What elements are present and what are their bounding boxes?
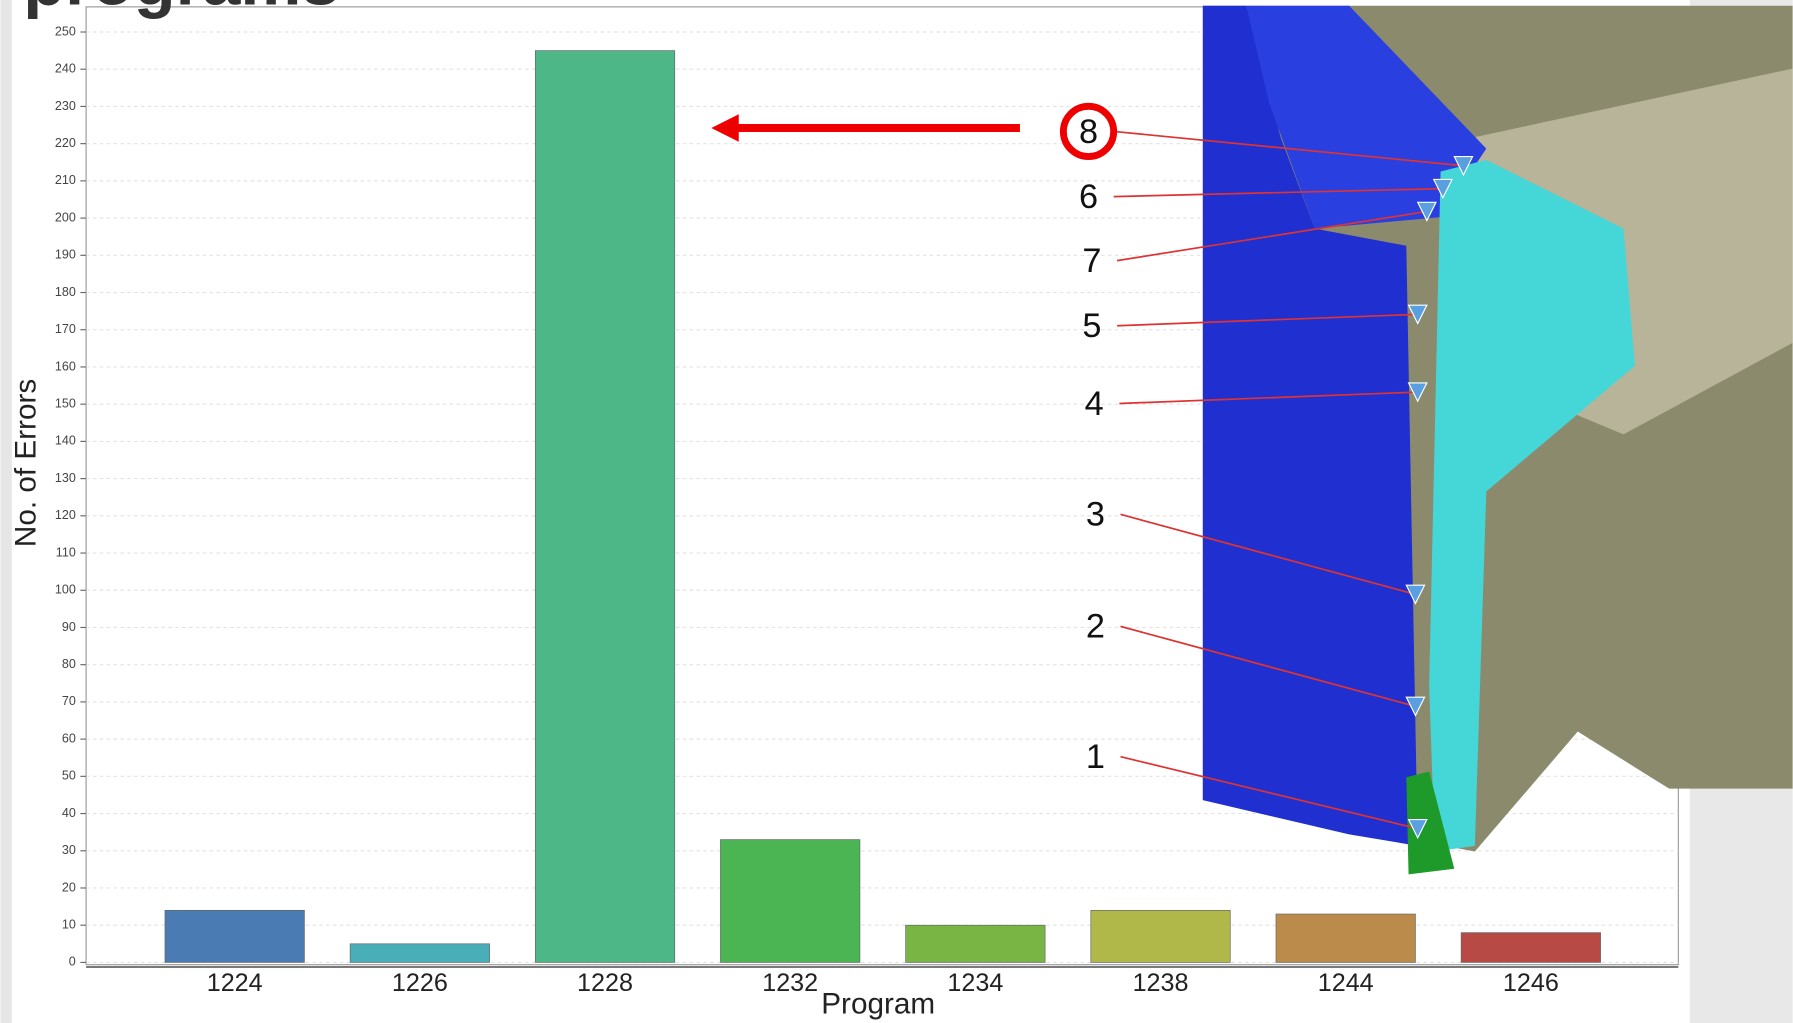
y-tick-label: 100 bbox=[55, 583, 76, 597]
y-tick-label: 40 bbox=[62, 806, 76, 820]
y-tick-label: 220 bbox=[55, 136, 76, 150]
y-tick-label: 130 bbox=[55, 471, 76, 485]
y-tick-label: 170 bbox=[55, 322, 76, 336]
y-tick-label: 60 bbox=[62, 731, 76, 745]
x-tick-label: 1232 bbox=[762, 969, 818, 997]
y-tick-label: 110 bbox=[56, 545, 76, 559]
x-tick-label: 1246 bbox=[1503, 969, 1559, 997]
y-tick-label: 30 bbox=[62, 843, 76, 857]
x-axis-label: Program bbox=[821, 988, 935, 1021]
annotation-label: 3 bbox=[1086, 496, 1105, 534]
bar bbox=[720, 840, 859, 963]
x-tick-label: 1226 bbox=[392, 969, 448, 997]
y-tick-label: 150 bbox=[55, 396, 76, 410]
y-tick-label: 10 bbox=[62, 918, 76, 932]
annotation-label: 1 bbox=[1086, 738, 1105, 776]
x-tick-label: 1228 bbox=[577, 969, 633, 997]
y-tick-label: 190 bbox=[55, 248, 76, 262]
y-tick-label: 230 bbox=[55, 99, 76, 113]
y-tick-label: 140 bbox=[55, 434, 76, 448]
annotation-label: 7 bbox=[1082, 242, 1101, 280]
bar bbox=[1276, 914, 1415, 962]
y-tick-label: 210 bbox=[55, 173, 76, 187]
bar bbox=[535, 51, 674, 963]
annotation-label: 5 bbox=[1082, 307, 1101, 345]
bar bbox=[165, 910, 304, 962]
x-tick-label: 1234 bbox=[947, 969, 1003, 997]
y-tick-label: 240 bbox=[55, 62, 76, 76]
y-tick-label: 80 bbox=[62, 657, 76, 671]
y-axis-label: No. of Errors bbox=[10, 379, 43, 547]
y-tick-label: 180 bbox=[55, 285, 76, 299]
bar bbox=[906, 925, 1045, 962]
chart: programs No. of Errors Program 0 10 20 30 40… bbox=[0, 0, 1793, 1023]
annotation-label: 4 bbox=[1085, 385, 1104, 423]
car-image bbox=[1203, 6, 1793, 875]
y-tick-label: 90 bbox=[62, 620, 76, 634]
y-tick-label: 70 bbox=[62, 694, 76, 708]
bar bbox=[1461, 933, 1600, 963]
chart-title: programs bbox=[23, 0, 339, 19]
page: {"chart_data": {"type": "bar", "title": … bbox=[0, 0, 1793, 1023]
y-tick-label: 50 bbox=[62, 769, 76, 783]
annotation-label: 8 bbox=[1079, 113, 1098, 151]
annotation-label: 2 bbox=[1086, 608, 1105, 646]
y-tick-label: 20 bbox=[62, 880, 76, 894]
y-tick-label: 120 bbox=[55, 508, 76, 522]
y-tick-label: 0 bbox=[69, 955, 76, 969]
annotation-label: 6 bbox=[1079, 178, 1098, 216]
y-tick-label: 200 bbox=[55, 210, 76, 224]
bar bbox=[350, 944, 489, 963]
bar bbox=[1091, 910, 1230, 962]
y-tick-label: 160 bbox=[55, 359, 76, 373]
x-tick-label: 1224 bbox=[207, 969, 263, 997]
x-tick-label: 1238 bbox=[1133, 969, 1189, 997]
y-tick-label: 250 bbox=[55, 24, 76, 38]
x-tick-label: 1244 bbox=[1318, 969, 1374, 997]
